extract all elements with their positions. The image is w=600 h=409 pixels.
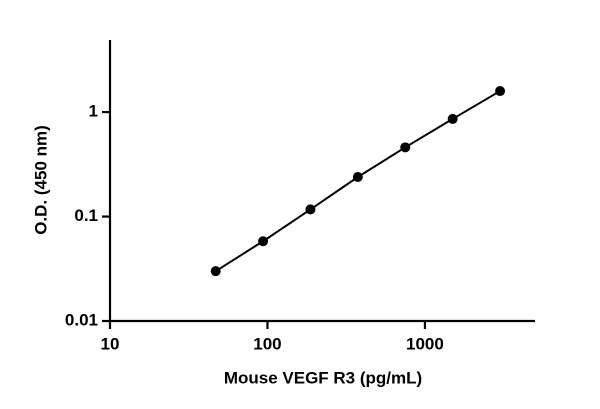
y-axis-label: O.D. (450 nm) [31, 125, 50, 235]
y-tick-label: 0.01 [65, 310, 98, 329]
point [352, 172, 363, 183]
x-tick-label: 1000 [406, 334, 444, 353]
x-axis-label: Mouse VEGF R3 (pg/mL) [224, 368, 422, 387]
x-tick-label: 10 [101, 334, 120, 353]
x-tick-label: 100 [253, 334, 281, 353]
point [258, 236, 269, 247]
y-tick-label: 0.1 [74, 206, 98, 225]
point [210, 266, 221, 277]
point [400, 142, 411, 153]
point [305, 204, 316, 215]
point [447, 113, 458, 124]
point [495, 86, 506, 97]
y-tick-label: 1 [89, 102, 98, 121]
